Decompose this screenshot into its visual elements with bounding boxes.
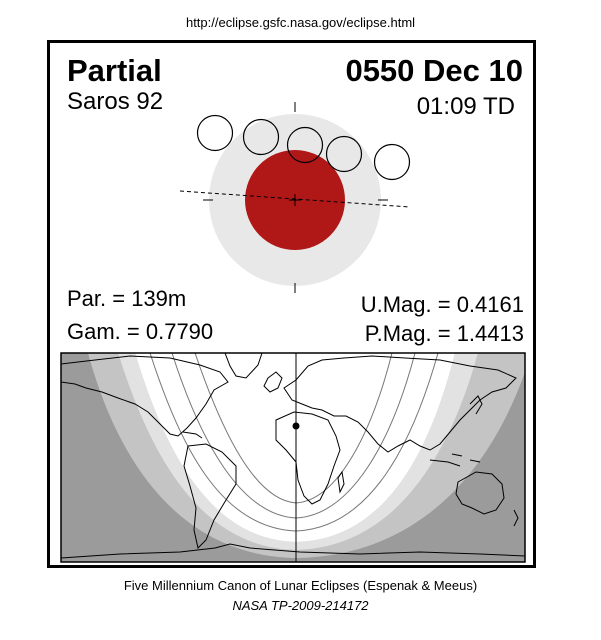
map-zone-outer: [88, 353, 525, 558]
saros-series: Saros 92: [67, 88, 164, 115]
map-border: [60, 352, 526, 563]
island-indonesia: [429, 453, 481, 467]
island-japan: [469, 395, 483, 415]
greatest-eclipse-time: 01:09 TD: [416, 93, 515, 120]
gamma-value: Gam. = 0.7790: [67, 319, 214, 344]
eclipse-frame: [47, 40, 536, 568]
continent-eurasia: [283, 355, 517, 453]
continent-europe: [263, 371, 283, 393]
umbral-magnitude: U.Mag. = 0.4161: [360, 292, 524, 317]
island-cuba: [182, 431, 203, 439]
moon-position-u4: [325, 135, 363, 173]
moon-position-u1: [242, 118, 280, 156]
continent-australia: [455, 471, 505, 515]
partial-duration: Par. = 139m: [67, 286, 187, 311]
island-new-zealand: [513, 509, 519, 527]
map-zone-light: [118, 353, 478, 550]
footer-publication: NASA TP-2009-214172: [232, 598, 369, 613]
eclipse-type: Partial: [67, 53, 162, 88]
continent-greenland: [224, 353, 263, 379]
footer-citation: Five Millennium Canon of Lunar Eclipses …: [123, 578, 478, 593]
continent-south-america: [183, 443, 237, 549]
moon-position-greatest: [286, 126, 324, 164]
island-madagascar: [337, 470, 345, 494]
map-daylight-region: [135, 353, 455, 542]
moon-position-p1: [196, 114, 234, 152]
antarctica-coast: [61, 543, 525, 559]
eclipse-date: 0550 Dec 10: [345, 53, 523, 88]
source-url: http://eclipse.gsfc.nasa.gov/eclipse.htm…: [185, 15, 416, 30]
penumbral-magnitude: P.Mag. = 1.4413: [364, 321, 524, 346]
sub-lunar-point: [292, 422, 300, 430]
continent-north-america: [61, 355, 229, 437]
moon-position-p4: [373, 143, 411, 181]
world-map: [60, 352, 526, 563]
continent-africa: [275, 411, 341, 505]
